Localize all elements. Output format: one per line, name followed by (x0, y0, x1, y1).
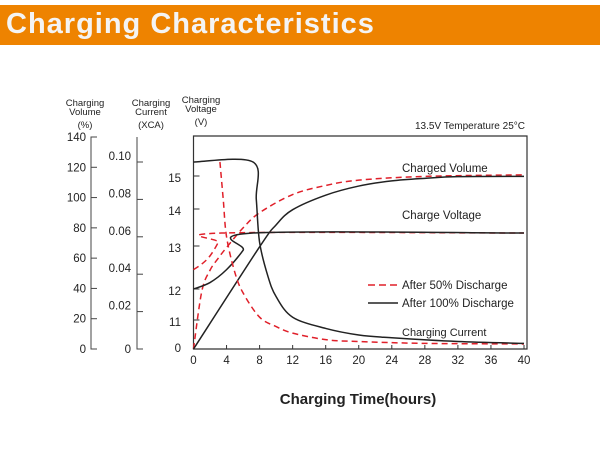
title-banner: Charging Characteristics (0, 5, 600, 45)
x-tick-label: 36 (485, 355, 498, 367)
volume-tick-label: 120 (67, 162, 86, 174)
current-curve-50-discharge (219, 161, 525, 345)
current-tick-label: 0.06 (109, 226, 131, 238)
voltage-axis-label: (V) (195, 117, 208, 128)
curve-label-current: Charging Current (402, 327, 486, 339)
volume-tick-label: 140 (67, 132, 86, 144)
curve-label-volume: Charged Volume (402, 163, 488, 175)
volume-tick-label: 80 (73, 223, 86, 235)
x-tick-label: 20 (352, 355, 365, 367)
x-tick-label: 24 (385, 355, 398, 367)
current-tick-label: 0.10 (109, 151, 131, 163)
legend-label-100: After 100% Discharge (402, 298, 514, 310)
volume-axis-label: Volume (69, 107, 101, 118)
x-tick-label: 0 (190, 355, 196, 367)
x-tick-label: 4 (223, 355, 230, 367)
page-title: Charging Characteristics (6, 8, 375, 40)
current-axis-label: Charging (132, 98, 171, 109)
note-label: 13.5V Temperature 25°C (415, 121, 525, 132)
legend: After 50% Discharge After 100% Discharge (368, 280, 514, 310)
voltage-tick-label: 15 (168, 173, 181, 185)
volume-tick-label: 40 (73, 283, 86, 295)
volume-axis (90, 136, 97, 350)
current-axis-label: (XCA) (138, 120, 164, 131)
voltage-tick-label: 14 (168, 206, 181, 218)
x-tick-label: 40 (518, 355, 531, 367)
curve-label-voltage: Charge Voltage (402, 210, 481, 222)
x-tick-label: 16 (319, 355, 332, 367)
volume-tick-label: 60 (73, 253, 86, 265)
x-tick-label: 8 (256, 355, 262, 367)
voltage-tick-label: 12 (168, 286, 181, 298)
plot-frame (192, 135, 528, 350)
voltage-axis-label: Charging (182, 95, 221, 106)
x-axis-title: Charging Time(hours) (280, 391, 436, 408)
volume-curve-100-discharge (192, 175, 525, 350)
volume-tick-label: 20 (73, 314, 86, 326)
current-tick-label: 0.04 (109, 263, 132, 275)
volume-tick-label: 0 (80, 344, 86, 356)
voltage-tick-label: 0 (175, 343, 181, 355)
volume-axis-label: Charging (66, 98, 105, 109)
volume-curve-50-discharge (192, 174, 525, 350)
legend-label-50: After 50% Discharge (402, 280, 507, 292)
x-tick-label: 32 (452, 355, 465, 367)
x-tick-label: 12 (286, 355, 299, 367)
current-tick-label: 0 (125, 344, 131, 356)
current-tick-label: 0.08 (109, 188, 131, 200)
current-tick-label: 0.02 (109, 301, 131, 313)
x-tick-label: 28 (418, 355, 431, 367)
voltage-axis-label: Voltage (185, 104, 217, 115)
current-axis (136, 137, 143, 350)
voltage-curve-100-discharge (193, 231, 525, 290)
voltage-tick-label: 13 (168, 243, 181, 255)
volume-tick-label: 100 (67, 193, 86, 205)
current-curve-100-discharge (193, 158, 525, 345)
volume-axis-label: (%) (78, 120, 93, 131)
voltage-tick-label: 11 (169, 317, 181, 329)
current-axis-label: Current (135, 107, 167, 118)
